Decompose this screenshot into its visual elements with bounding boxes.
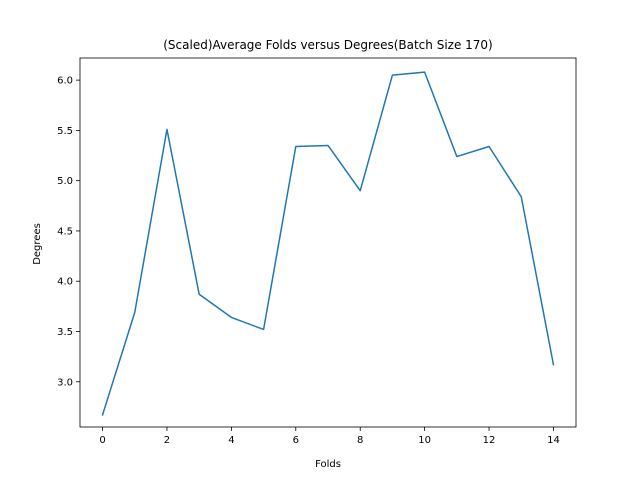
y-tick-label: 3.0 [57,377,73,388]
x-tick-label: 0 [99,435,105,446]
axes-frame [79,57,577,428]
y-tick-label: 5.0 [57,176,73,187]
y-tick-label: 6.0 [57,76,73,87]
y-tick-label: 4.5 [57,226,73,237]
y-axis-label: Degrees [32,223,43,265]
series-line-0 [101,71,555,416]
x-tick-label: 6 [293,435,299,446]
y-tick-label: 4.0 [57,277,73,288]
x-tick-label: 2 [164,435,170,446]
x-tick-label: 10 [418,435,431,446]
chart-title: (Scaled)Average Folds versus Degrees(Bat… [163,38,492,52]
x-tick-label: 12 [483,435,496,446]
x-tick-label: 4 [228,435,234,446]
y-tick-label: 5.5 [57,126,73,137]
x-axis-label: Folds [315,459,341,470]
x-tick-label: 8 [357,435,363,446]
y-tick-label: 3.5 [57,327,73,338]
x-tick-label: 14 [547,435,560,446]
plot-area: 0 2 4 6 8 10 12 14 3.0 3.5 4.0 4.5 5.0 5.5 6.0 [57,57,577,446]
